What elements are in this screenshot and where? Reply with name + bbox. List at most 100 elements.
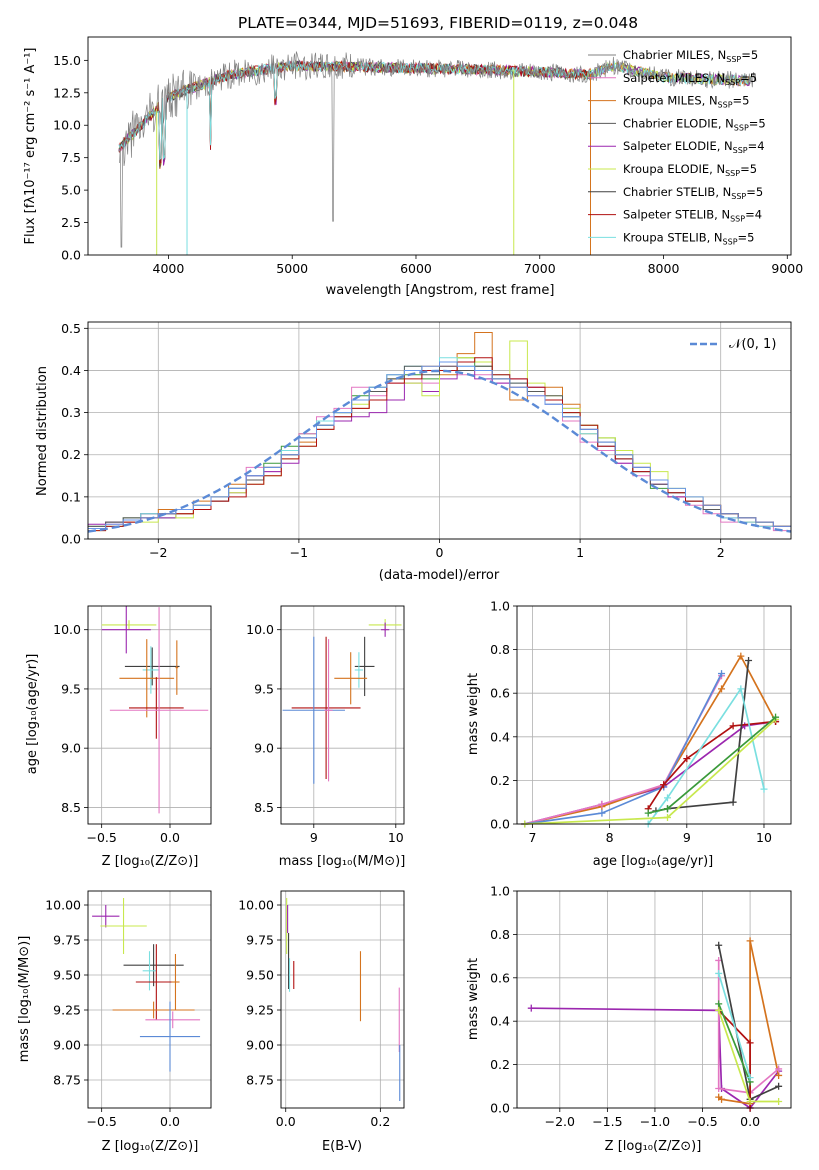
- errorbars: [282, 619, 402, 784]
- y-tick-label: 1.0: [490, 599, 510, 614]
- mass-vs-metallicity-chart: mass [log₁₀(M/M⊙)] Z [log₁₀(Z/Z⊙)] −0.5 0…: [17, 890, 212, 1154]
- legend-subscript: SSP: [731, 192, 746, 201]
- weight-marker: [737, 652, 745, 660]
- legend-text: Salpeter STELIB, N: [623, 208, 730, 222]
- weight-marker: [715, 1000, 723, 1008]
- spectrum-series: [118, 51, 757, 255]
- y-tick-label: 0.8: [490, 642, 510, 657]
- histogram-step: [87, 357, 791, 539]
- y-tick-label: 9.50: [53, 968, 81, 983]
- y-tick-label: 0.4: [490, 729, 510, 744]
- x-tick-label: 0.0: [740, 1114, 760, 1129]
- weight-marker: [737, 685, 745, 693]
- weight-age-ylabel: mass weight: [466, 673, 481, 755]
- residual-histograms: [87, 332, 791, 539]
- legend-label: Kroupa STELIB, NSSP=5: [623, 230, 754, 246]
- x-tick-label: −0.5: [86, 1114, 116, 1129]
- age-vs-metallicity-chart: age [log₁₀(age/yr)] Z [log₁₀(Z/Z⊙)] −0.5…: [25, 605, 212, 869]
- x-tick-label: 9: [310, 830, 318, 845]
- legend-text: Kroupa STELIB, N: [623, 230, 723, 244]
- legend-count: =5: [738, 230, 755, 244]
- weight-marker: [745, 657, 753, 664]
- errorbars: [101, 606, 209, 814]
- weight-marker: [775, 1082, 783, 1090]
- y-tick-label: 10.00: [45, 898, 81, 913]
- x-tick-label: 4000: [153, 261, 185, 276]
- mass-ebv-xlabel: E(B-V): [322, 1139, 362, 1154]
- legend-label: Salpeter MILES, NSSP=5: [623, 71, 757, 87]
- legend-count: =5: [740, 162, 757, 176]
- y-tick-label: 9.25: [53, 1003, 81, 1018]
- y-tick-label: 8.75: [53, 1073, 81, 1088]
- spectrum-ylabel: Flux [fλ10⁻¹⁷ erg cm⁻² s⁻¹ A⁻¹]: [23, 48, 38, 245]
- x-tick-label: 10: [388, 830, 404, 845]
- legend-subscript: SSP: [718, 101, 733, 110]
- weight-line: [717, 960, 780, 1094]
- y-tick-label: 0.4: [490, 1014, 510, 1029]
- x-tick-label: −0.5: [86, 830, 116, 845]
- legend-label: Chabrier STELIB, NSSP=5: [623, 185, 763, 201]
- y-tick-label: 9.00: [246, 1038, 274, 1053]
- y-tick-label: 5.0: [61, 183, 81, 198]
- spectrum-title: PLATE=0344, MJD=51693, FIBERID=0119, z=0…: [238, 14, 638, 32]
- x-tick-label: 7000: [524, 261, 556, 276]
- legend-count: =5: [741, 48, 758, 62]
- legend-text: Chabrier MILES, N: [623, 48, 726, 62]
- weight-marker: [718, 670, 726, 678]
- weight-marker: [772, 713, 780, 721]
- legend-count: =4: [745, 208, 762, 222]
- weight-marker: [729, 798, 737, 806]
- weight-age-xlabel: age [log₁₀(age/yr)]: [593, 854, 714, 869]
- spectrum-ticks: 4000 5000 6000 7000 8000 9000 0.0 2.5 5.0 7.5 10.0…: [53, 53, 803, 276]
- residual-ticks: −2 −1 0 1 2 0.0 0.1 0.2 0.3 0.4 0.5: [61, 321, 725, 560]
- mass-z-xlabel: Z [log₁₀(Z/Z⊙)]: [102, 1139, 199, 1154]
- y-tick-label: 12.5: [53, 85, 81, 100]
- y-tick-label: 9.5: [254, 681, 274, 696]
- weight-z-xlabel: Z [log₁₀(Z/Z⊙)]: [605, 1139, 702, 1154]
- legend-text: Kroupa MILES, N: [623, 94, 718, 108]
- weight-marker: [664, 813, 672, 821]
- panel-body: 9 10 8.5 9.0 9.5 10.0: [246, 605, 405, 845]
- y-tick-label: 15.0: [53, 53, 81, 68]
- legend-label: Chabrier MILES, NSSP=5: [623, 48, 758, 64]
- weight-line: [524, 673, 723, 825]
- x-tick-label: 0.0: [160, 830, 180, 845]
- x-tick-label: 2: [717, 545, 725, 560]
- panel-frame: [87, 605, 212, 825]
- y-tick-label: 10.00: [238, 898, 274, 913]
- y-tick-label: 9.75: [53, 933, 81, 948]
- x-tick-label: 0.0: [160, 1114, 180, 1129]
- legend-label: Chabrier ELODIE, NSSP=5: [623, 116, 766, 132]
- panel-body: −0.5 0.0 8.75 9.00 9.25 9.50 9.75 10.00: [45, 890, 212, 1129]
- weight-line: [524, 654, 777, 825]
- weight-marker: [775, 1071, 783, 1079]
- age-mass-xlabel: mass [log₁₀(M/M⊙)]: [279, 854, 406, 869]
- legend-count: =5: [733, 94, 750, 108]
- y-tick-label: 0.0: [490, 1101, 510, 1116]
- y-tick-label: 9.0: [254, 741, 274, 756]
- y-tick-label: 9.0: [61, 741, 81, 756]
- legend-subscript: SSP: [725, 169, 740, 178]
- weight-marker: [760, 785, 768, 793]
- panel-body: −2.0 −1.5 −1.0 −0.5 0.0 0.0 0.2 0.4 0.6 0.8 1.0: [490, 884, 792, 1129]
- x-tick-label: −2.0: [545, 1114, 575, 1129]
- panel-body: 7 8 9 10 0.0 0.2 0.4 0.6 0.8 1.0: [490, 599, 792, 845]
- y-tick-label: 0.6: [490, 970, 510, 985]
- legend-text: Kroupa ELODIE, N: [623, 162, 725, 176]
- x-tick-label: 10: [756, 830, 772, 845]
- x-tick-label: 0: [436, 545, 444, 560]
- weight-marker: [729, 722, 737, 730]
- legend-text: Chabrier STELIB, N: [623, 185, 731, 199]
- panel-body: 0.0 0.2 8.75 9.00 9.25 9.50 9.75 10.00: [238, 890, 405, 1129]
- legend-count: =5: [740, 71, 757, 85]
- residual-histogram-chart: −2 −1 0 1 2 0.0 0.1 0.2 0.3 0.4 0.5 𝒩(0, 1) (data-…: [35, 321, 792, 583]
- y-tick-label: 10.0: [246, 622, 274, 637]
- mass-weight-vs-metallicity-chart: mass weight Z [log₁₀(Z/Z⊙)] −2.0 −1.5 −1.0…: [466, 884, 792, 1154]
- y-tick-label: 2.5: [61, 215, 81, 230]
- weight-marker: [775, 1097, 783, 1105]
- legend-subscript: SSP: [723, 237, 738, 246]
- x-tick-label: 7: [528, 830, 536, 845]
- mass-vs-ebv-chart: E(B-V) 0.0 0.2 8.75 9.00 9.25 9.50 9.75 10.00: [238, 890, 405, 1154]
